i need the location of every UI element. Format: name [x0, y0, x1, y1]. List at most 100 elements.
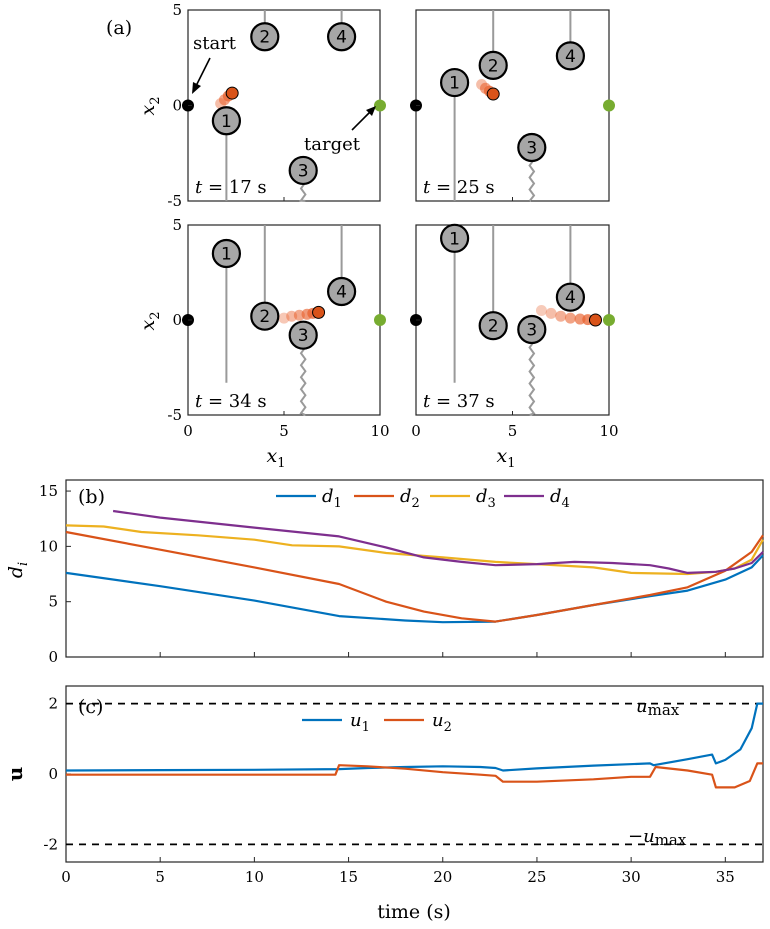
- start-label: start: [193, 33, 237, 54]
- target-point: [603, 99, 615, 112]
- start-arrowhead: [192, 82, 201, 94]
- xtick-label: 20: [433, 868, 452, 886]
- robot: [588, 313, 602, 327]
- panel-b-series: [65, 509, 764, 624]
- obstacle-2-label: 2: [488, 56, 499, 76]
- target-arrowhead: [366, 106, 376, 116]
- panel-c-legend: u1 u2: [302, 710, 452, 735]
- subplot-frame: [415, 9, 610, 202]
- xtick-label: 5: [279, 422, 289, 440]
- obstacle-4-label: 4: [565, 47, 576, 67]
- xtick-label: 25: [527, 868, 546, 886]
- obstacle-3: [517, 132, 547, 163]
- xtick-label: 0: [183, 422, 193, 440]
- obstacle-2-label: 2: [259, 307, 270, 327]
- legend-d1-label: d1: [322, 486, 342, 511]
- robot: [312, 305, 326, 319]
- panel-c-label: (c): [78, 696, 103, 718]
- series-d4: [112, 509, 764, 574]
- ytick-label: 5: [48, 593, 58, 611]
- obstacle-3-label: 3: [298, 161, 309, 181]
- time-label: t = 37 s: [423, 391, 495, 412]
- xtick-label: 10: [370, 422, 389, 440]
- neg-umax-label: −umax: [628, 826, 687, 849]
- ytick-label: 5: [172, 216, 182, 234]
- robot-trail-point: [555, 310, 567, 322]
- obstacle-4: [327, 276, 357, 307]
- time-label: t = 34 s: [195, 391, 267, 412]
- panel-c-series: [65, 702, 763, 789]
- obstacle-4: [555, 41, 586, 71]
- panel-a-ylabel-bottom: x2: [137, 312, 163, 331]
- legend-d3-label: d3: [476, 486, 496, 511]
- obstacle-2: [478, 311, 508, 341]
- ytick-label: 0: [172, 97, 182, 115]
- panel-a-xlabel-right: x1: [497, 445, 516, 471]
- ytick-label: -5: [167, 192, 182, 210]
- time-label: t = 17 s: [195, 177, 267, 198]
- robot: [486, 87, 500, 101]
- robot-trail-point: [545, 307, 557, 319]
- target-point: [374, 314, 386, 326]
- ytick-label: 0: [48, 765, 58, 783]
- xtick-label: 30: [622, 868, 641, 886]
- obstacle-4-label: 4: [336, 28, 347, 48]
- obstacle-1: [440, 223, 470, 253]
- ytick-label: -2: [43, 835, 58, 853]
- target-arrow-line: [351, 111, 371, 131]
- target-point: [374, 99, 386, 112]
- ytick-label: 0: [48, 648, 58, 666]
- svg-text:di: di: [5, 562, 31, 578]
- series-d2: [65, 530, 764, 623]
- obstacle-1: [211, 238, 241, 269]
- obstacle-2: [478, 50, 508, 80]
- xtick-label: 5: [508, 422, 518, 440]
- panel-c-xlabel: time (s): [377, 901, 451, 923]
- panel-a-xlabel-left: x1: [267, 445, 286, 471]
- ytick-label: 10: [39, 537, 58, 555]
- start-arrow-line: [195, 57, 211, 87]
- panel-c-xticks: 0 5 10 15 20 25 30 35: [61, 857, 735, 886]
- legend-d4-label: d4: [550, 486, 570, 511]
- time-label: t = 25 s: [423, 177, 495, 198]
- obstacle-4-label: 4: [565, 288, 576, 308]
- ytick-label: 2: [48, 695, 58, 713]
- robot-trail-point: [278, 312, 290, 324]
- obstacle-1: [211, 106, 241, 136]
- obstacle-3: [288, 155, 318, 186]
- obstacle-1-label: 1: [449, 74, 460, 94]
- panel-b-label: (b): [78, 486, 105, 508]
- obstacle-3: [288, 320, 318, 350]
- panel-b-legend: d1 d2 d3 d4: [276, 486, 570, 511]
- xtick-label: 0: [61, 868, 71, 886]
- obstacle-4: [555, 282, 586, 312]
- obstacle-2-label: 2: [259, 28, 270, 48]
- obstacle-3-label: 3: [526, 139, 537, 159]
- xtick-label: 5: [155, 868, 165, 886]
- ylabel-bottom-main: x: [137, 320, 159, 331]
- robot: [225, 86, 239, 100]
- panel-c: (c) 20-2 0 5 10 15 20 25 30 35 u time (s) u1 u2…: [3, 685, 764, 923]
- ylabel-top-sub: 2: [148, 97, 163, 105]
- target-label: target: [304, 134, 361, 155]
- target-point: [603, 314, 615, 326]
- obstacle-2: [250, 22, 280, 52]
- obstacle-3-label: 3: [298, 326, 309, 346]
- obstacle-3-trail: [528, 329, 536, 416]
- start-annotation: start: [192, 33, 237, 94]
- obstacle-1: [440, 67, 470, 98]
- legend-d2-label: d2: [400, 486, 420, 511]
- panel-b-xticks: [65, 652, 726, 657]
- panel-a-ylabel-top: x2: [137, 97, 163, 116]
- ytick-label: -5: [167, 406, 182, 424]
- xtick-label: 10: [599, 422, 618, 440]
- robot-trail-point: [564, 312, 576, 324]
- obstacle-4-label: 4: [336, 283, 347, 303]
- svg-text:x2: x2: [137, 97, 163, 116]
- svg-text:x2: x2: [137, 312, 163, 331]
- series-d1: [65, 554, 764, 624]
- ylabel-bottom-sub: 2: [148, 312, 163, 320]
